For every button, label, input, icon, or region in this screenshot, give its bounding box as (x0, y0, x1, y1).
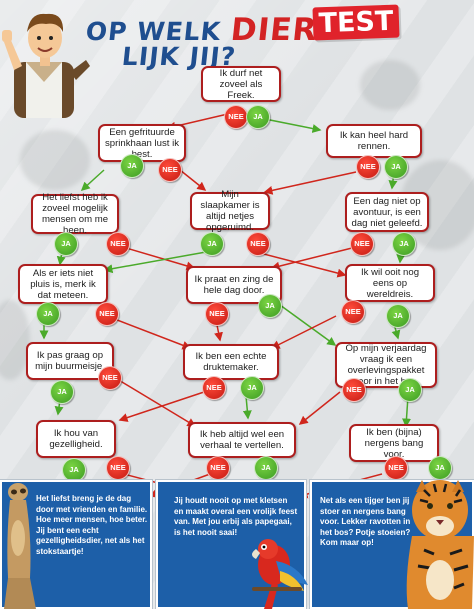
ja-badge: JA (384, 155, 408, 179)
arrow-q11-nee (118, 391, 205, 422)
ja-badge: JA (428, 456, 452, 480)
question-box: Ik durf net zoveel als Freek. (201, 66, 281, 102)
nee-badge: NEE (341, 300, 365, 324)
result-text-parrot: Jij houdt nooit op met kletsen en maakt … (174, 496, 298, 537)
background-stain (360, 60, 420, 110)
question-box: Ik ben een echte druktemaker. (183, 344, 279, 380)
arrow-q7-nee (111, 317, 192, 350)
nee-badge: NEE (224, 105, 248, 129)
question-box: Ik wil ooit nog eens op wereldreis. (345, 264, 435, 302)
nee-badge: NEE (158, 158, 182, 182)
arrow-q11-ja (242, 395, 252, 420)
arrow-q3-nee (263, 171, 357, 195)
nee-badge: NEE (356, 155, 380, 179)
ja-badge: JA (200, 232, 224, 256)
ja-badge: JA (62, 458, 86, 482)
nee-badge: NEE (246, 232, 270, 256)
question-box: Ik pas graag op mijn buurmeisje. (26, 342, 114, 380)
arrow-q10-nee (111, 375, 197, 427)
arrow-q5-ja (103, 251, 207, 274)
ja-badge: JA (50, 380, 74, 404)
ja-badge: JA (398, 378, 422, 402)
arrow-q9-nee (270, 315, 337, 349)
meerkat-illustration (4, 483, 36, 609)
nee-badge: NEE (202, 376, 226, 400)
ja-badge: JA (120, 154, 144, 178)
ja-badge: JA (254, 456, 278, 480)
ja-badge: JA (386, 304, 410, 328)
arrow-q2-nee (179, 169, 207, 191)
question-box: Ik praat en zing de hele dag door. (186, 266, 282, 304)
nee-badge: NEE (350, 232, 374, 256)
nee-badge: NEE (205, 302, 229, 326)
arrow-q2-ja (80, 169, 105, 192)
arrow-q5-nee (255, 251, 347, 278)
arrow-q4-nee (115, 244, 196, 271)
question-box: Mijn slaapkamer is altijd netjes opgerui… (190, 189, 270, 233)
result-text-tiger: Net als een tijger ben jij stoer en nerg… (320, 496, 411, 547)
nee-badge: NEE (98, 366, 122, 390)
question-box: Op mijn verjaardag vraag ik een overlevi… (335, 342, 437, 388)
ja-badge: JA (258, 294, 282, 318)
nee-badge: NEE (384, 456, 408, 480)
ja-badge: JA (240, 376, 264, 400)
question-box: Ik hou van gezelligheid. (36, 420, 116, 458)
ja-badge: JA (36, 302, 60, 326)
background-stain (20, 130, 90, 190)
question-box: Als er iets niet pluis is, merk ik dat m… (18, 264, 108, 304)
question-box: Het liefst heb ik zoveel mogelijk mensen… (31, 192, 119, 236)
question-box: Een gefrituurde sprinkhaan lust ik best. (98, 124, 186, 162)
nee-badge: NEE (206, 456, 230, 480)
nee-badge: NEE (342, 378, 366, 402)
ja-badge: JA (246, 105, 270, 129)
arrow-q6-nee (270, 247, 353, 271)
parrot-illustration (252, 539, 308, 609)
ja-badge: JA (54, 232, 78, 256)
arrow-q12-nee (298, 391, 341, 425)
nee-badge: NEE (106, 456, 130, 480)
question-box: Ik heb altijd wel een verhaal te vertell… (188, 422, 296, 458)
presenter-illustration (2, 13, 90, 118)
ja-badge: JA (392, 232, 416, 256)
tiger-illustration (406, 480, 474, 609)
result-text-meerkat: Het liefst breng je de dag door met vrie… (36, 494, 148, 556)
question-box: Een dag niet op avontuur, is een dag nie… (345, 192, 429, 232)
nee-badge: NEE (106, 232, 130, 256)
nee-badge: NEE (95, 302, 119, 326)
question-box: Ik kan heel hard rennen. (326, 124, 422, 158)
arrow-q8-ja (279, 304, 337, 346)
